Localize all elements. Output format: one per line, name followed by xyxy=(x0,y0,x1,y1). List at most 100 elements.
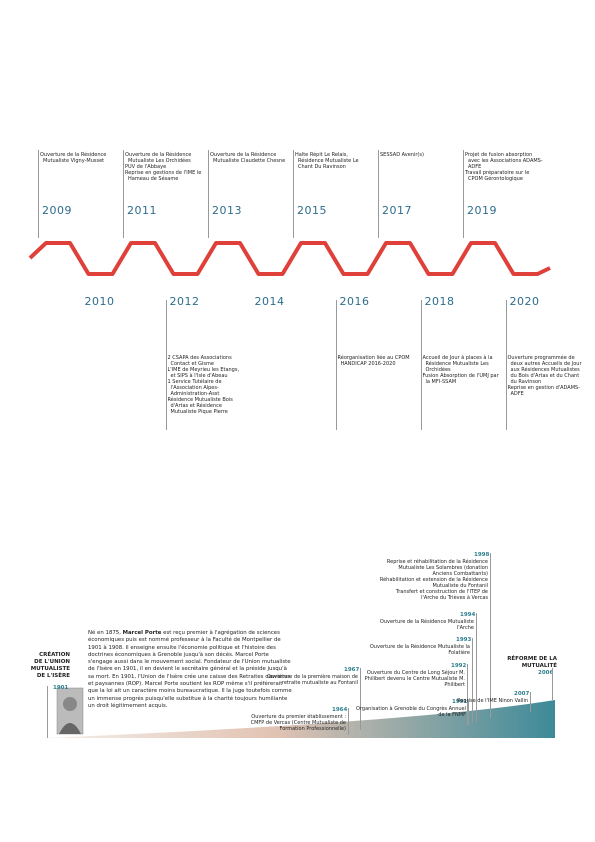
event-year: 1993 xyxy=(456,637,472,643)
portrait-body xyxy=(59,723,81,734)
event-year: 1967 xyxy=(344,667,360,673)
connector xyxy=(123,150,124,238)
event-item: Ouverture de la Résidence Mutualiste Vig… xyxy=(40,152,107,164)
event-item: SESSAD Avenir(s) xyxy=(380,152,424,158)
event-item: L'IME de Meyrieu les Etangs, et SIPS à l… xyxy=(167,367,240,379)
year-label: 2017 xyxy=(382,204,412,217)
year-label: 2019 xyxy=(467,204,497,217)
event-item: Ouverture de la Résidence Mutualiste l'A… xyxy=(379,619,474,631)
event-text: SESSAD Avenir(s) xyxy=(380,152,458,158)
event-item: Travail préparatoire sur le CPOM Géronto… xyxy=(465,170,530,182)
bio-after: est reçu premier à l'agrégation de scien… xyxy=(88,630,292,709)
event-text: Réorganisation liée au CPOM HANDICAP 201… xyxy=(338,355,416,367)
connector xyxy=(335,300,337,430)
start-title: CRÉATION DE L'UNION MUTUALISTE DE L'ISÈR… xyxy=(30,652,70,679)
event-item: Accueil de Jour à places à la Résidence … xyxy=(422,355,493,373)
event-item: Halte Répit Le Relais, Résidence Mutuali… xyxy=(295,152,359,170)
event-text: Ouverture de la Résidence Mutualiste Vig… xyxy=(40,152,118,164)
event-text: Accueil de Jour à places à la Résidence … xyxy=(423,355,501,385)
year-label: 2012 xyxy=(169,295,200,308)
timeline-wave xyxy=(28,241,551,276)
connector xyxy=(420,300,422,430)
event-item: 1 Service Tutélaire de l'Association Alp… xyxy=(167,379,222,397)
event-text: Projet de fusion absorption avec les Ass… xyxy=(465,152,543,182)
event-text: Ouverture de la Résidence Mutualiste Cla… xyxy=(210,152,288,164)
year-label: 2016 xyxy=(339,295,370,308)
bio: Né en 1875, Marcel Porte est reçu premie… xyxy=(88,630,293,710)
connector xyxy=(476,613,477,722)
connector xyxy=(208,150,209,238)
event-text: Ouverture programmée de deux autres Accu… xyxy=(508,355,586,397)
connector xyxy=(360,668,361,730)
event-item: PUV de l'Abbaye xyxy=(125,164,167,170)
event-item: Résidence Mutualiste Bois d'Artas et Rés… xyxy=(167,397,233,415)
event-item: Reprise en gestions de l'IME le Hameau d… xyxy=(125,170,202,182)
connector xyxy=(467,664,468,725)
event-year: 1994 xyxy=(460,612,476,618)
event-item: Ouverture programmée de deux autres Accu… xyxy=(507,355,582,385)
event-item: Fusion Absorption de l'UMJ par la MFI-SS… xyxy=(422,373,499,385)
event-year: 1964 xyxy=(332,707,348,713)
year-label: 2020 xyxy=(509,295,540,308)
connector xyxy=(38,150,39,238)
year-label: 2014 xyxy=(254,295,285,308)
year-label: 2011 xyxy=(127,204,157,217)
event-item: Transfert et construction de l'ITEP de l… xyxy=(395,589,488,601)
connector xyxy=(552,668,553,700)
end-year: 2006 xyxy=(538,670,554,676)
event-item: Ouverture de la Résidence Mutualiste Cla… xyxy=(210,152,286,164)
event-text: Ouverture du Centre de Long Séjour M. Ph… xyxy=(355,670,465,688)
event-year: 1998 xyxy=(474,552,490,558)
event-item: Ouverture du premier établissement : CMF… xyxy=(250,714,346,732)
event-text: Reprise de l'IME Ninon Vallin xyxy=(418,698,528,704)
event-text: Ouverture du premier établissement : CMF… xyxy=(236,714,346,732)
connector xyxy=(490,553,491,718)
connector xyxy=(505,300,507,430)
start-year: 1901 xyxy=(53,685,69,691)
event-item: 2 CSAPA des Associations Contact et Gism… xyxy=(167,355,232,367)
portrait-head xyxy=(63,697,77,711)
event-item: Organisation à Grenoble du Congrès Annue… xyxy=(356,706,466,718)
year-label: 2015 xyxy=(297,204,327,217)
event-text: 2 CSAPA des Associations Contact et Gism… xyxy=(168,355,246,415)
year-label: 2010 xyxy=(84,295,115,308)
year-label: 2018 xyxy=(424,295,455,308)
event-text: Reprise et réhabilitation de la Résidenc… xyxy=(378,559,488,601)
event-item: Ouverture de la Résidence Mutualiste la … xyxy=(369,644,470,656)
event-item: Ouverture de la Résidence Mutualiste Les… xyxy=(125,152,192,164)
event-text: Ouverture de la Résidence Mutualiste l'A… xyxy=(364,619,474,631)
bio-bold: Marcel Porte xyxy=(122,630,162,636)
event-item: Projet de fusion absorption avec les Ass… xyxy=(465,152,543,170)
event-item: Ouverture du Centre de Long Séjour M. Ph… xyxy=(364,670,465,688)
connector xyxy=(47,686,48,738)
connector xyxy=(293,150,294,238)
event-text: Organisation à Grenoble du Congrès Annue… xyxy=(356,706,466,718)
connector xyxy=(530,692,531,712)
event-item: Réorganisation liée au CPOM HANDICAP 201… xyxy=(337,355,410,367)
event-year: 1991 xyxy=(452,699,468,705)
event-item: Réhabilitation et extension de la Réside… xyxy=(379,577,488,589)
event-item: Reprise en gestion d'ADAMS-ADFE xyxy=(507,385,581,397)
event-item: Reprise de l'IME Ninon Vallin xyxy=(457,698,528,704)
connector xyxy=(378,150,379,238)
event-text: Ouverture de la Résidence Mutualiste Les… xyxy=(125,152,203,182)
connector xyxy=(348,708,349,735)
event-text: Ouverture de la première maison de retra… xyxy=(248,674,358,686)
year-label: 2009 xyxy=(42,204,72,217)
event-item: Ouverture de la première maison de retra… xyxy=(267,674,358,686)
event-text: Ouverture de la Résidence Mutualiste la … xyxy=(360,644,470,656)
connector xyxy=(165,300,167,430)
connector xyxy=(463,150,464,238)
connector xyxy=(468,700,469,725)
connector xyxy=(472,638,473,722)
event-year: 2007 xyxy=(514,691,530,697)
end-title: RÉFORME DE LA MUTUALITÉ xyxy=(507,656,557,669)
event-item: Reprise et réhabilitation de la Résidenc… xyxy=(386,559,488,577)
year-label: 2013 xyxy=(212,204,242,217)
history-wedge xyxy=(45,700,555,738)
bio-before: Né en 1875, xyxy=(88,630,123,636)
event-text: Halte Répit Le Relais, Résidence Mutuali… xyxy=(295,152,373,170)
event-year: 1992 xyxy=(451,663,467,669)
